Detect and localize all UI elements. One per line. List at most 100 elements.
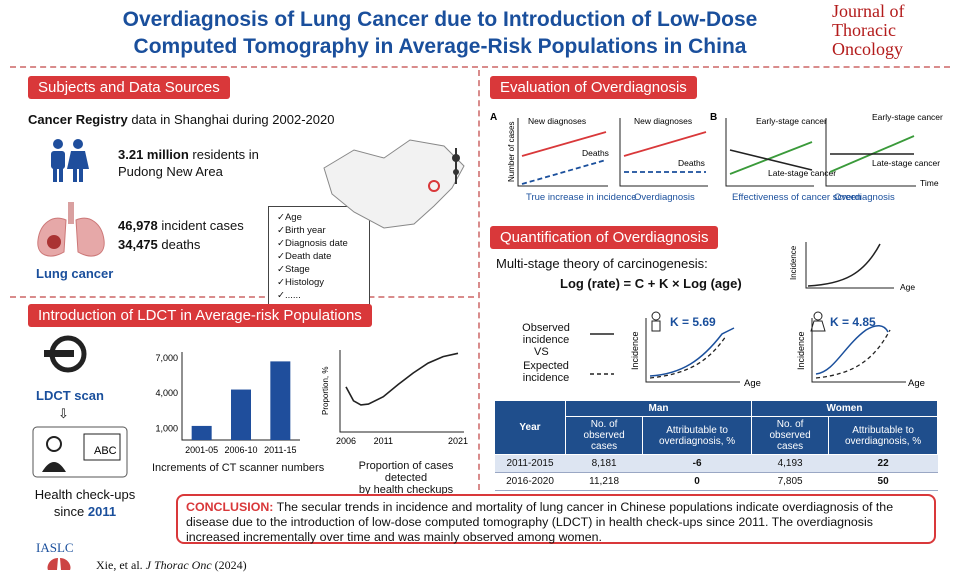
bar: [270, 361, 291, 440]
legend-lines: [590, 333, 614, 375]
incidence-label-women: Incidence: [796, 331, 806, 370]
ldct-scan-label: LDCT scan: [36, 388, 104, 403]
registry-bold: Cancer Registry: [28, 112, 128, 127]
bar-x-tick: 2001-05: [185, 445, 218, 455]
checklist-item: Death date: [277, 250, 361, 263]
health-checkup-icon: ABC: [32, 426, 128, 478]
subjects-heading: Subjects and Data Sources: [28, 76, 230, 99]
row-women-obs: 7,805: [751, 472, 829, 491]
variables-checklist: Age Birth year Diagnosis date Death date…: [268, 206, 370, 307]
evaluation-heading: Evaluation of Overdiagnosis: [490, 76, 697, 99]
row-year: 2011-2015: [494, 454, 566, 473]
row-men-obs: 11,218: [565, 472, 643, 491]
cases-bold: 46,978: [118, 218, 158, 233]
poster-title: Overdiagnosis of Lung Cancer due to Intr…: [100, 6, 780, 60]
bar-axes: [181, 352, 300, 441]
left-divider: [10, 296, 474, 298]
bar: [231, 389, 251, 440]
k-men: K = 5.69: [670, 315, 716, 329]
checkup-year: 2011: [87, 504, 117, 519]
theory-text: Multi-stage theory of carcinogenesis:: [496, 256, 708, 271]
bar-x-tick: 2011-15: [264, 445, 296, 455]
row-men-attr: -6: [642, 454, 752, 473]
conclusion-text: The secular trends in incidence and mort…: [186, 500, 894, 544]
bar-y-tick: 1,000: [155, 423, 178, 433]
residents-bold: 3.21 million: [118, 147, 189, 162]
checkup-since: since: [53, 504, 88, 519]
line-x-tick: 2021: [448, 436, 468, 446]
registry-text: Cancer Registry data in Shanghai during …: [28, 112, 334, 127]
china-map-icon: [323, 139, 465, 229]
bar-y-tick: 7,000: [155, 353, 178, 363]
arrow-down-icon: ⇩: [58, 406, 69, 421]
new-diagnoses-label-2: New diagnoses: [634, 116, 692, 126]
number-of-cases-label: Number of cases: [507, 122, 516, 182]
legend-vs: VS: [534, 346, 549, 358]
time-label: Time: [920, 178, 939, 188]
checklist-item: Diagnosis date: [277, 237, 361, 250]
evaluation-diagrams: A B Number of cases New diagnoses Deaths…: [490, 112, 943, 203]
svg-text:ABC: ABC: [94, 445, 117, 457]
cases-text: 46,978 incident cases 34,475 deaths: [118, 216, 244, 254]
ldct-heading: Introduction of LDCT in Average-risk Pop…: [28, 304, 372, 327]
bar: [191, 425, 212, 440]
citation-journal: J Thorac Onc: [145, 558, 212, 572]
line-x-tick: 2006: [336, 436, 356, 446]
line-axes: [339, 350, 464, 433]
row-women-attr: 50: [828, 472, 938, 491]
checklist-item: Age: [277, 211, 361, 224]
results-table: Year Man Women No. of observed cases Att…: [494, 400, 939, 491]
line-y-label: Proportion, %: [321, 367, 330, 415]
row-men-attr: 0: [642, 472, 752, 491]
lungs-logo-icon: [47, 558, 71, 570]
formula-text: Log (rate) = C + K × Log (age): [560, 276, 742, 291]
late-stage-label-2: Late-stage cancer: [872, 158, 940, 168]
citation: Xie, et al. J Thorac Onc (2024): [96, 558, 247, 573]
women-incidence-chart: K = 4.85 Incidence Age: [796, 311, 925, 389]
proportion-line-chart: 2006 2011 2021 Proportion, %: [321, 350, 468, 446]
registry-rest: data in Shanghai during 2002-2020: [127, 112, 335, 127]
legend-expected: Expected incidence: [522, 360, 570, 384]
checklist-item: Birth year: [277, 224, 361, 237]
citation-year: (2024): [211, 558, 247, 572]
checklist-item: Stage: [277, 263, 361, 276]
k-women: K = 4.85: [830, 315, 876, 329]
line-caption: Proportion of cases detected by health c…: [336, 460, 476, 496]
caption-true-increase: True increase in incidence: [526, 192, 637, 203]
early-stage-label-2: Early-stage cancer: [872, 112, 943, 122]
early-stage-label-1: Early-stage cancer: [756, 116, 827, 126]
men-header: Man: [565, 400, 752, 417]
year-header: Year: [494, 400, 566, 455]
women-obs-header: No. of observed cases: [750, 416, 830, 455]
table-row: 2016-2020 11,218 0 7,805 50: [494, 472, 938, 491]
row-men-obs: 8,181: [565, 454, 643, 473]
line-chart-marks: 2006 2011 2021 Proportion, %: [321, 350, 468, 446]
men-attr-header: Attributable to overdiagnosis, %: [642, 416, 752, 455]
row-women-obs: 4,193: [751, 454, 829, 473]
proportion-line: [345, 352, 459, 406]
panel-b-label: B: [710, 112, 717, 123]
line-x-tick: 2011: [374, 436, 393, 446]
incidence-axis-label: Incidence: [789, 245, 798, 280]
incidence-label-men: Incidence: [630, 331, 640, 370]
header-divider: [10, 66, 950, 68]
women-attr-header: Attributable to overdiagnosis, %: [828, 416, 938, 455]
residents-rest: residents in: [188, 147, 259, 162]
bar-x-tick: 2006-10: [224, 445, 257, 455]
cases-rest: incident cases: [157, 218, 244, 233]
table-row: 2011-2015 8,181 -6 4,193 22: [494, 454, 938, 473]
citation-pre: Xie, et al.: [96, 558, 146, 572]
iaslc-logo: IASLC: [36, 540, 74, 555]
women-header: Women: [750, 400, 939, 417]
checkup-text: Health check-ups since 2011: [30, 486, 140, 520]
deaths-rest: deaths: [157, 237, 201, 252]
lungs-icon: [37, 202, 105, 257]
line-caption-1: Proportion of cases detected: [358, 460, 454, 484]
age-label-women: Age: [908, 378, 925, 389]
bar-chart-marks: 1,000 4,000 7,000 2001-05 2006-10 2011-15: [155, 352, 300, 455]
deaths-label-2: Deaths: [678, 158, 705, 168]
incidence-curve-diagram: Incidence Age: [789, 242, 915, 292]
row-year: 2016-2020: [494, 472, 566, 491]
age-axis-label: Age: [900, 282, 915, 292]
age-label-men: Age: [744, 378, 761, 389]
